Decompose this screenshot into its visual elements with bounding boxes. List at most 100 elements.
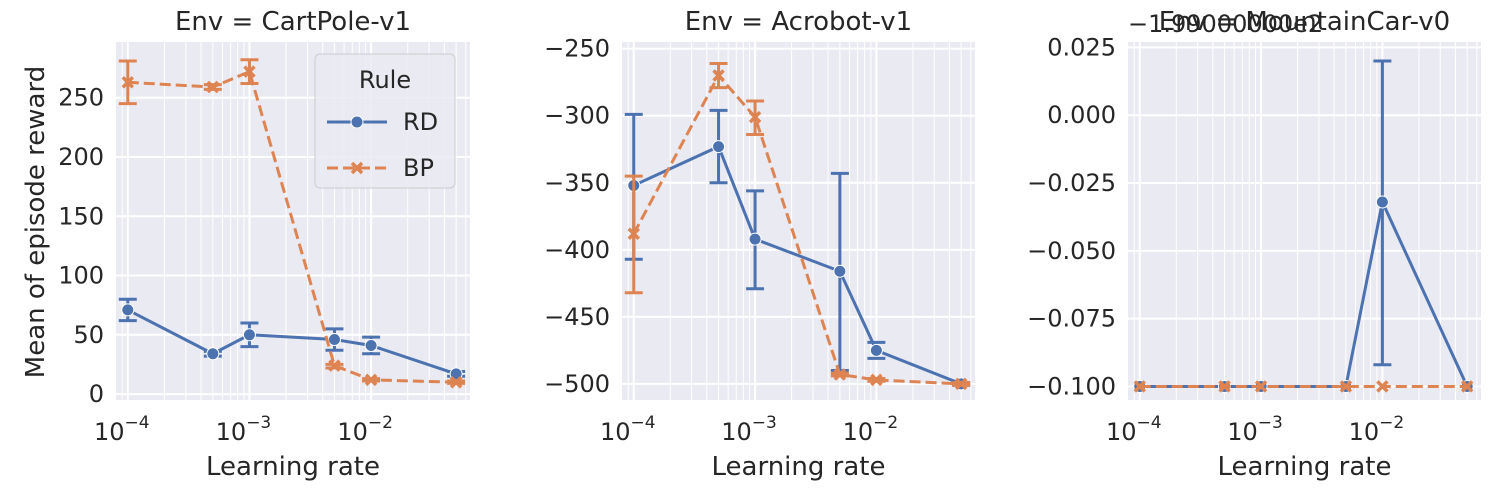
x-tick-label: 10−2 <box>337 413 393 446</box>
series-bp <box>624 61 971 391</box>
data-point <box>954 377 968 391</box>
data-point <box>206 80 220 94</box>
x-tick-label: 10−4 <box>600 413 656 446</box>
data-point <box>1218 380 1231 393</box>
data-point <box>748 110 762 124</box>
legend-label-bp: BP <box>403 154 434 182</box>
panel-title: Env = MountainCar-v0 <box>1159 7 1450 37</box>
data-point <box>1133 380 1146 393</box>
x-tick-exponent: −3 <box>752 413 777 433</box>
y-tick-label: −0.075 <box>1027 305 1116 333</box>
x-tick-label: 10−2 <box>1349 413 1405 446</box>
x-tick-label: 10−2 <box>843 413 899 446</box>
x-tick-label: 10−3 <box>721 413 777 446</box>
y-offset-text: −1.99000000e2 <box>1128 10 1323 38</box>
x-tick-exponent: −3 <box>1258 413 1283 433</box>
x-axis-label: Learning rate <box>206 452 380 482</box>
legend: Rule RD BP <box>314 53 456 189</box>
x-tick-exponent: −2 <box>1379 413 1404 433</box>
x-tick-exponent: −4 <box>125 413 150 433</box>
data-point <box>869 343 883 357</box>
data-point <box>1375 195 1389 209</box>
y-tick-label: −300 <box>544 102 610 130</box>
y-axis-label: Mean of episode reward <box>21 66 51 378</box>
data-point <box>833 264 847 278</box>
x-tick-base: 10 <box>1227 418 1258 446</box>
x-tick-base: 10 <box>843 418 874 446</box>
legend-marker-rd <box>350 115 364 129</box>
y-tick-label: −0.050 <box>1027 237 1116 265</box>
y-tick-label: −0.100 <box>1027 372 1116 400</box>
series-bp <box>1133 380 1474 393</box>
x-axis-label: Learning rate <box>1218 452 1392 482</box>
y-tick-label: 0.000 <box>1047 101 1116 129</box>
data-point <box>206 347 220 361</box>
data-point <box>121 303 135 317</box>
data-point <box>1254 380 1268 393</box>
x-tick-base: 10 <box>216 418 247 446</box>
y-tick-label: 0.025 <box>1047 33 1116 61</box>
data-point <box>364 338 378 352</box>
legend-marker-bp <box>350 161 364 175</box>
panel-title: Env = CartPole-v1 <box>175 7 411 37</box>
x-tick-base: 10 <box>94 418 125 446</box>
x-tick-label: 10−4 <box>1106 413 1162 446</box>
x-tick-exponent: −2 <box>368 413 393 433</box>
series-line <box>127 69 457 384</box>
y-tick-label: −350 <box>544 169 610 197</box>
y-tick-label: 50 <box>73 321 104 349</box>
y-tick-label: 150 <box>58 202 104 230</box>
x-tick-exponent: −4 <box>1136 413 1161 433</box>
data-point <box>712 140 726 154</box>
x-tick-label: 10−3 <box>216 413 272 446</box>
data-point <box>870 373 883 387</box>
y-tick-label: −450 <box>544 303 610 331</box>
x-axis-label: Learning rate <box>712 452 886 482</box>
data-point <box>712 69 725 82</box>
series-bp <box>118 58 466 389</box>
x-tick-base: 10 <box>600 418 631 446</box>
y-tick-label: 200 <box>58 143 104 171</box>
data-point <box>242 328 256 342</box>
x-tick-label: 10−4 <box>94 413 150 446</box>
y-tick-label: 100 <box>58 262 104 290</box>
series-line <box>633 144 962 386</box>
x-tick-label: 10−3 <box>1227 413 1283 446</box>
legend-label-rd: RD <box>403 108 438 136</box>
x-tick-exponent: −2 <box>873 413 898 433</box>
x-tick-exponent: −4 <box>630 413 655 433</box>
data-point <box>1376 380 1389 393</box>
data-point <box>833 368 847 381</box>
data-point <box>121 76 135 89</box>
data-point <box>328 359 341 372</box>
y-tick-label: −0.025 <box>1027 169 1116 197</box>
x-tick-base: 10 <box>721 418 752 446</box>
data-point <box>243 65 256 78</box>
y-tick-label: −500 <box>544 370 610 398</box>
series-line <box>632 72 962 386</box>
data-point <box>748 232 762 246</box>
legend-title: Rule <box>359 66 411 94</box>
x-tick-base: 10 <box>1349 418 1380 446</box>
data-point <box>449 375 463 389</box>
series-rd <box>118 297 466 381</box>
y-tick-label: 0 <box>89 380 104 408</box>
grid <box>622 42 975 400</box>
plot-background <box>1128 42 1481 400</box>
y-tick-label: −400 <box>544 236 610 264</box>
x-tick-base: 10 <box>337 418 368 446</box>
y-tick-label: 250 <box>58 84 104 112</box>
panel-title: Env = Acrobot-v1 <box>685 7 912 37</box>
x-tick-base: 10 <box>1106 418 1137 446</box>
y-tick-label: −250 <box>544 35 610 63</box>
data-point <box>1460 380 1474 393</box>
data-point <box>327 333 341 347</box>
data-point <box>364 373 378 387</box>
data-point <box>1339 380 1353 393</box>
series-line <box>127 308 457 376</box>
data-point <box>627 227 640 240</box>
